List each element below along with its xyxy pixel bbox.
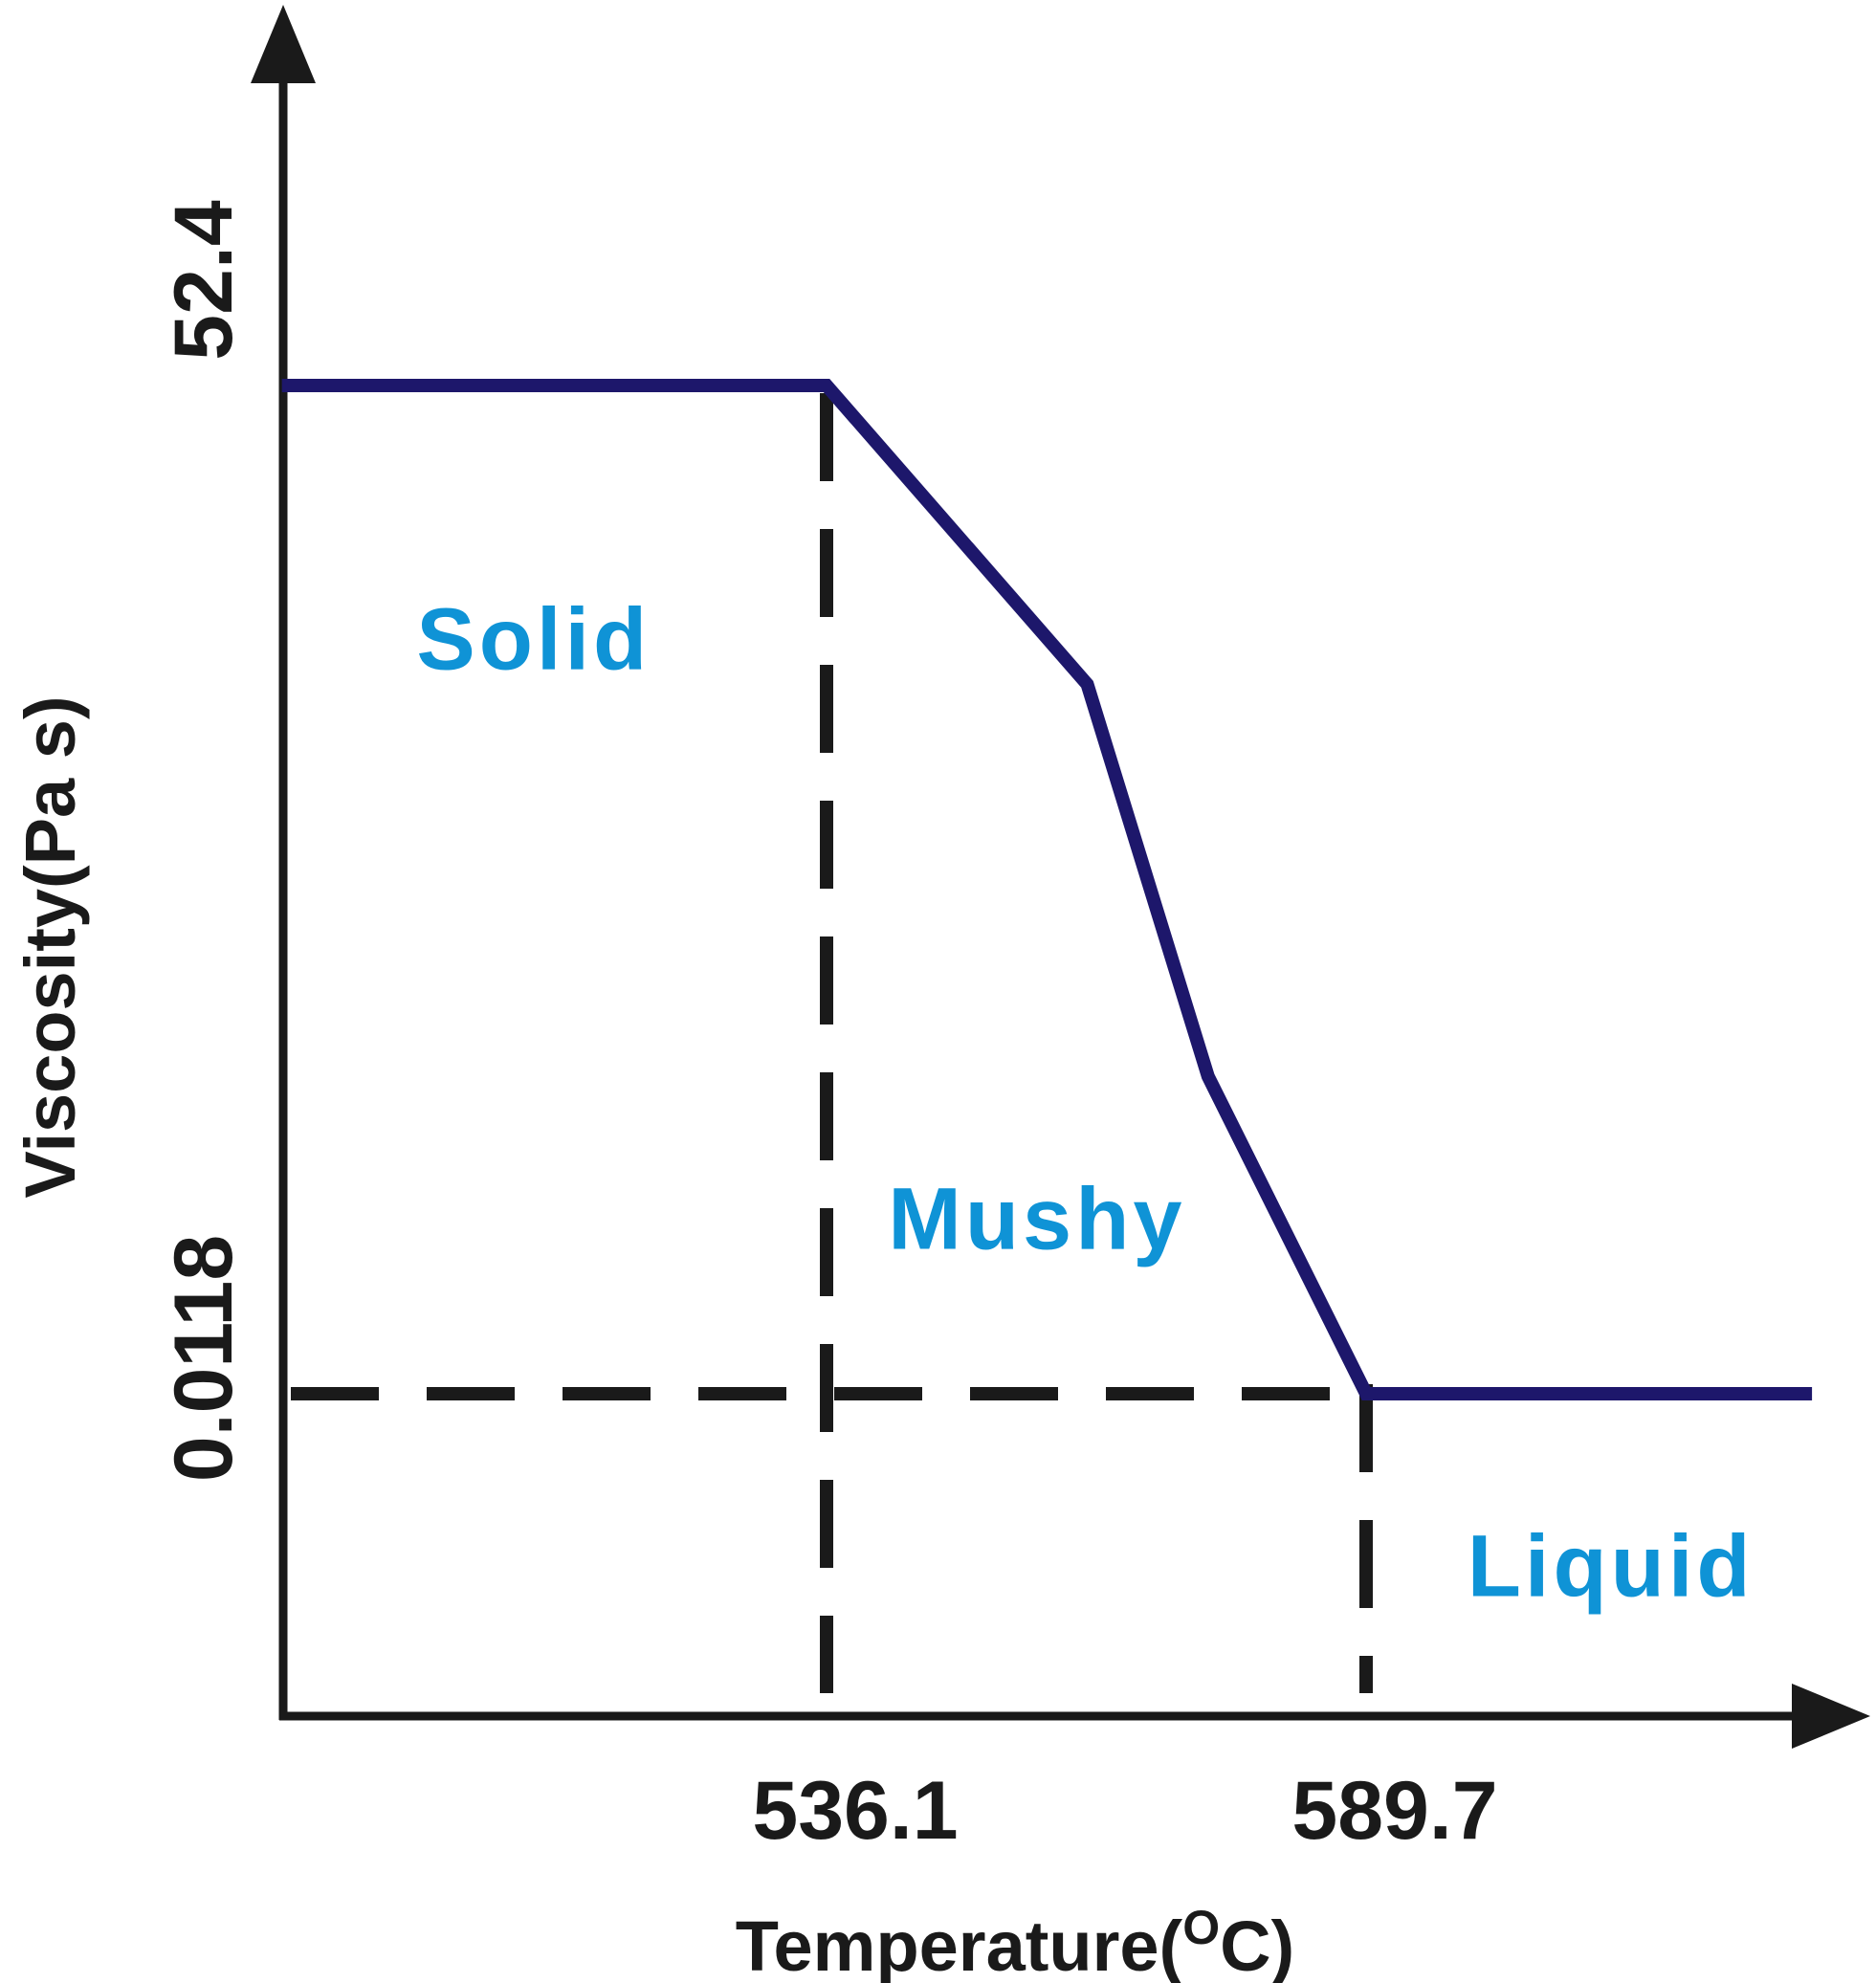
region-label-solid: Solid	[416, 591, 651, 689]
y-axis-title: Viscosity(Pa s)	[11, 695, 90, 1198]
tick-labels: 536.1 589.7 52.4 0.0118	[158, 200, 1498, 1857]
axes	[251, 5, 1870, 1749]
reference-lines	[291, 393, 1379, 1693]
x-axis-title: Temperature(OC)	[736, 1901, 1294, 1983]
x-tick-label-liquidus: 589.7	[1291, 1765, 1497, 1857]
y-tick-label-low: 0.0118	[158, 1235, 250, 1482]
y-tick-label-high: 52.4	[158, 200, 250, 361]
x-axis-title-main: Temperature(	[736, 1906, 1183, 1983]
region-label-liquid: Liquid	[1468, 1517, 1755, 1615]
data-series	[281, 379, 1813, 1400]
x-axis-title-end: C)	[1220, 1906, 1294, 1983]
x-tick-label-solidus: 536.1	[752, 1765, 958, 1857]
x-axis-title-superscript: O	[1182, 1901, 1220, 1954]
viscosity-curve	[281, 379, 1813, 1400]
x-axis-arrow-icon	[1792, 1684, 1870, 1749]
region-labels: Solid Mushy Liquid	[416, 591, 1755, 1616]
region-label-mushy: Mushy	[888, 1170, 1185, 1267]
y-axis-arrow-icon	[251, 5, 316, 83]
